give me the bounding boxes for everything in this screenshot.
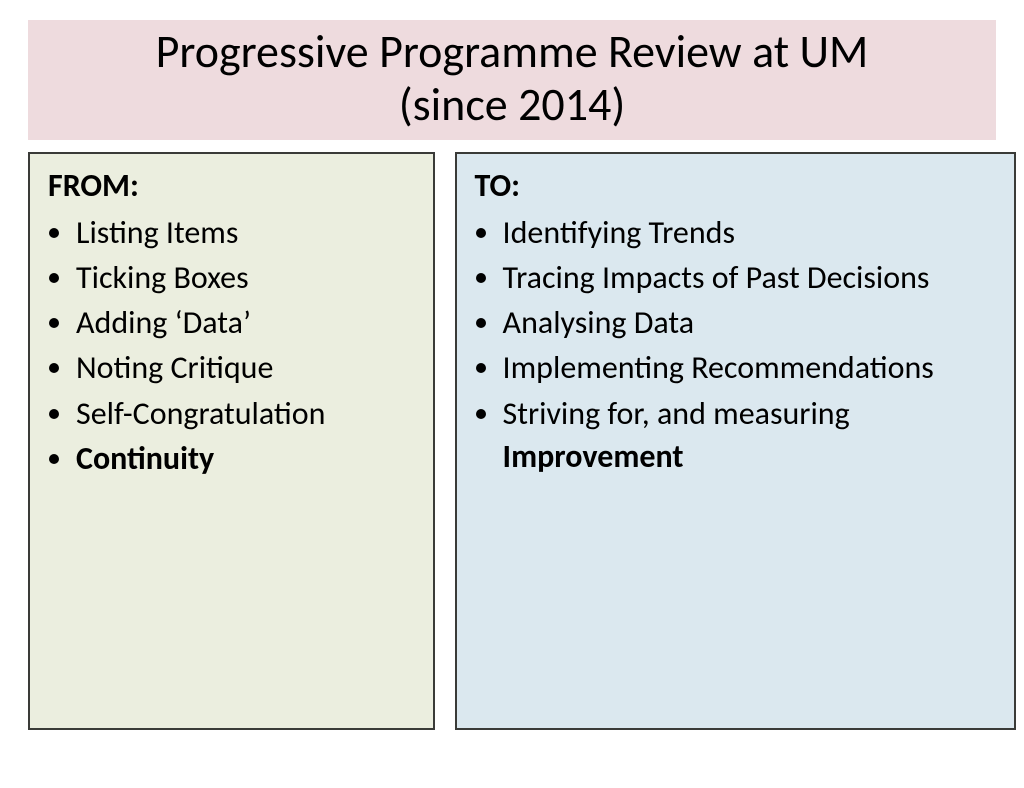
list-item: Tracing Impacts of Past Decisions xyxy=(503,256,1000,299)
list-item: Adding ‘Data’ xyxy=(76,301,419,344)
to-box: TO: Identifying TrendsTracing Impacts of… xyxy=(455,152,1016,730)
title-line-2: (since 2014) xyxy=(399,77,626,133)
list-item: Analysing Data xyxy=(503,301,1000,344)
list-item: Identifying Trends xyxy=(503,211,1000,254)
list-item: Striving for, and measuring Improvement xyxy=(503,392,1000,478)
to-list: Identifying TrendsTracing Impacts of Pas… xyxy=(475,211,1000,478)
list-item: Self-Congratulation xyxy=(76,392,419,435)
to-heading: TO: xyxy=(475,166,1000,205)
list-item: Continuity xyxy=(76,437,419,480)
slide-title: Progressive Programme Review at UM (sinc… xyxy=(28,26,996,132)
list-item: Noting Critique xyxy=(76,346,419,389)
two-column-layout: FROM: Listing ItemsTicking BoxesAdding ‘… xyxy=(0,140,1024,730)
from-list: Listing ItemsTicking BoxesAdding ‘Data’N… xyxy=(48,211,419,480)
from-box: FROM: Listing ItemsTicking BoxesAdding ‘… xyxy=(28,152,435,730)
title-line-1: Progressive Programme Review at UM xyxy=(156,24,869,80)
list-item: Listing Items xyxy=(76,211,419,254)
slide-title-bar: Progressive Programme Review at UM (sinc… xyxy=(28,20,996,140)
list-item: Ticking Boxes xyxy=(76,256,419,299)
list-item: Implementing Recommendations xyxy=(503,346,1000,389)
from-heading: FROM: xyxy=(48,166,419,205)
